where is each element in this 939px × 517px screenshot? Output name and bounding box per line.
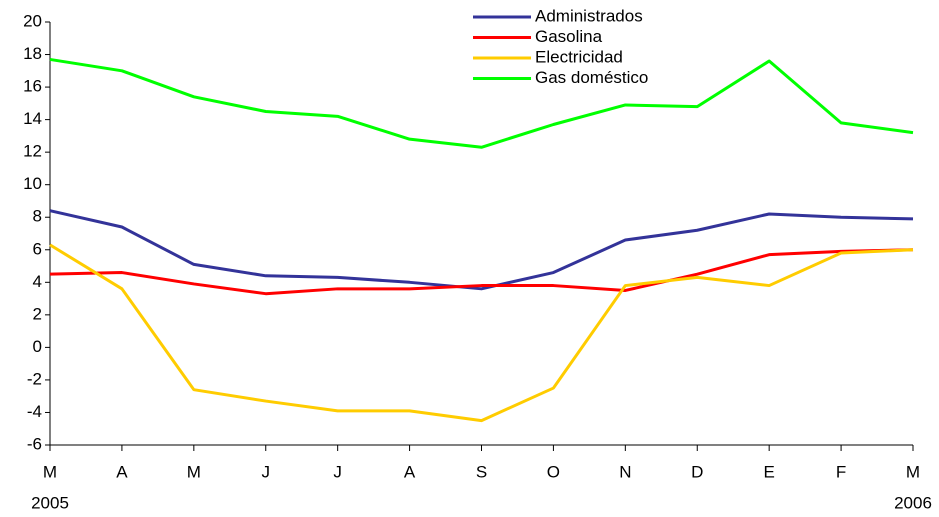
legend-label: Electricidad — [535, 47, 623, 66]
x-tick-label: M — [187, 462, 201, 481]
y-tick-label: 14 — [23, 109, 42, 128]
x-tick-label: M — [43, 462, 57, 481]
y-tick-label: 0 — [33, 337, 42, 356]
x-tick-label: A — [404, 462, 416, 481]
x-tick-label: N — [619, 462, 631, 481]
y-tick-label: 8 — [33, 207, 42, 226]
x-tick-label: E — [763, 462, 774, 481]
y-tick-label: 20 — [23, 11, 42, 30]
x-tick-label: F — [836, 462, 846, 481]
year-label: 2005 — [31, 493, 69, 512]
legend-label: Gas doméstico — [535, 68, 648, 87]
y-tick-label: 10 — [23, 174, 42, 193]
y-tick-label: 12 — [23, 142, 42, 161]
x-tick-label: J — [262, 462, 271, 481]
series-line — [49, 209, 914, 291]
y-tick-label: 2 — [33, 304, 42, 323]
y-tick-label: -6 — [27, 434, 42, 453]
x-tick-label: J — [333, 462, 342, 481]
series-line — [49, 248, 914, 296]
y-tick-label: 6 — [33, 239, 42, 258]
x-tick-label: D — [691, 462, 703, 481]
legend-label: Administrados — [535, 6, 643, 25]
x-tick-label: S — [476, 462, 487, 481]
x-tick-label: O — [547, 462, 560, 481]
y-tick-label: 18 — [23, 44, 42, 63]
legend-label: Gasolina — [535, 27, 603, 46]
x-tick-label: M — [906, 462, 920, 481]
x-tick-label: A — [116, 462, 128, 481]
y-tick-label: -4 — [27, 402, 42, 421]
year-label: 2006 — [894, 493, 932, 512]
series-line — [49, 243, 914, 423]
y-tick-label: 4 — [33, 272, 42, 291]
series-line — [49, 57, 914, 149]
y-tick-label: -2 — [27, 369, 42, 388]
y-tick-label: 16 — [23, 77, 42, 96]
